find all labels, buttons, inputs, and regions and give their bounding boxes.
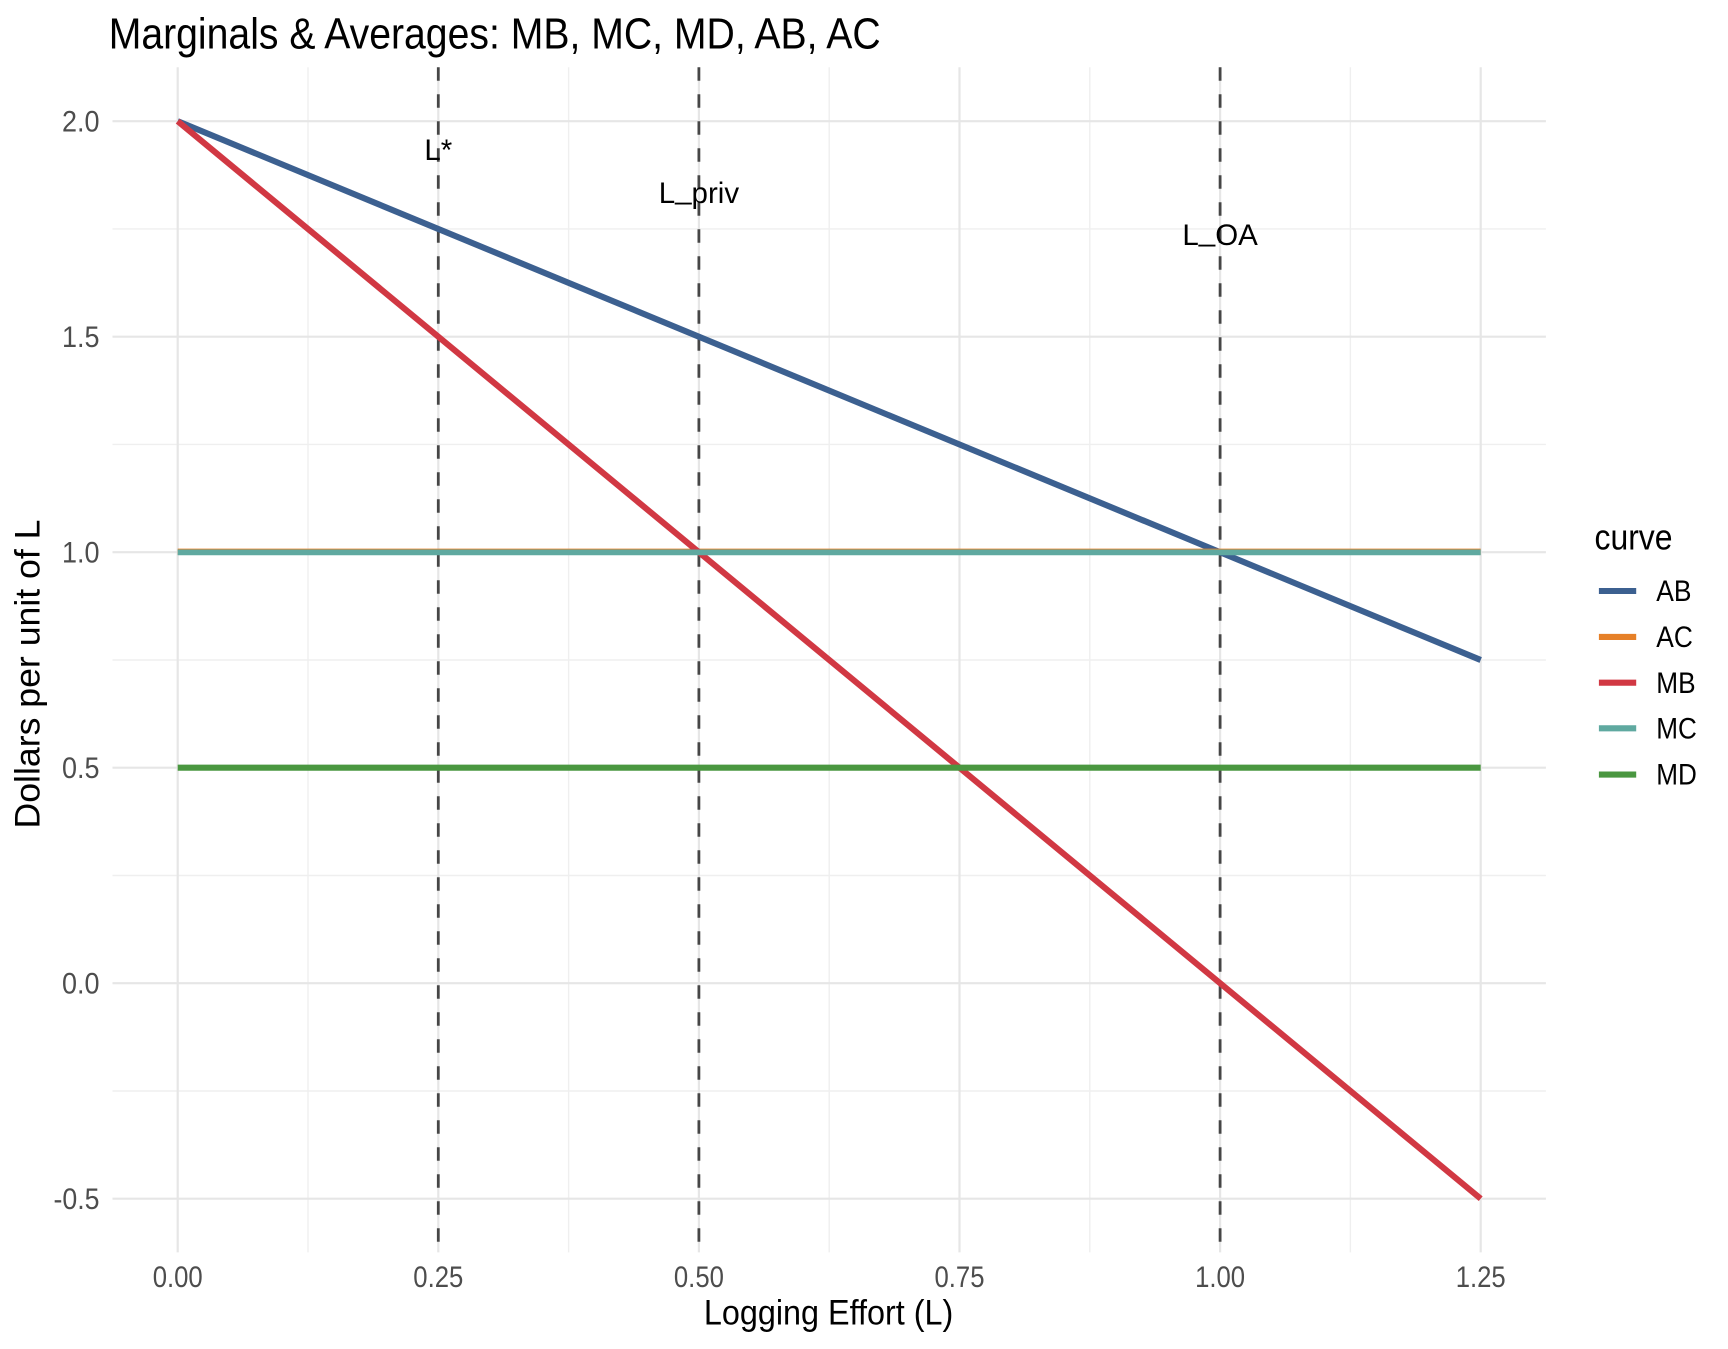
svg-text:MC: MC [1656,712,1697,745]
svg-text:MD: MD [1656,759,1697,792]
svg-text:MB: MB [1656,667,1695,700]
svg-text:0.0: 0.0 [62,968,100,1001]
svg-text:curve: curve [1595,517,1673,558]
svg-text:1.25: 1.25 [1456,1261,1506,1294]
svg-text:L_priv: L_priv [659,172,740,210]
svg-text:Logging Effort (L): Logging Effort (L) [704,1292,954,1332]
svg-text:1.0: 1.0 [62,537,100,570]
svg-text:AB: AB [1656,575,1691,608]
svg-text:0.25: 0.25 [413,1261,463,1294]
svg-text:AC: AC [1656,621,1693,654]
svg-text:0.50: 0.50 [674,1261,724,1294]
svg-text:L*: L* [424,134,452,167]
svg-text:0.75: 0.75 [935,1261,985,1294]
svg-text:1.00: 1.00 [1195,1261,1245,1294]
svg-text:L_OA: L_OA [1182,215,1258,253]
svg-text:0.00: 0.00 [153,1261,203,1294]
svg-text:1.5: 1.5 [62,321,100,354]
svg-text:Marginals & Averages: MB, MC,: Marginals & Averages: MB, MC, MD, AB, AC [109,10,881,59]
svg-text:Dollars per unit of L: Dollars per unit of L [8,520,48,829]
svg-text:-0.5: -0.5 [54,1183,100,1216]
svg-text:0.5: 0.5 [62,752,100,785]
svg-text:2.0: 2.0 [62,106,100,139]
